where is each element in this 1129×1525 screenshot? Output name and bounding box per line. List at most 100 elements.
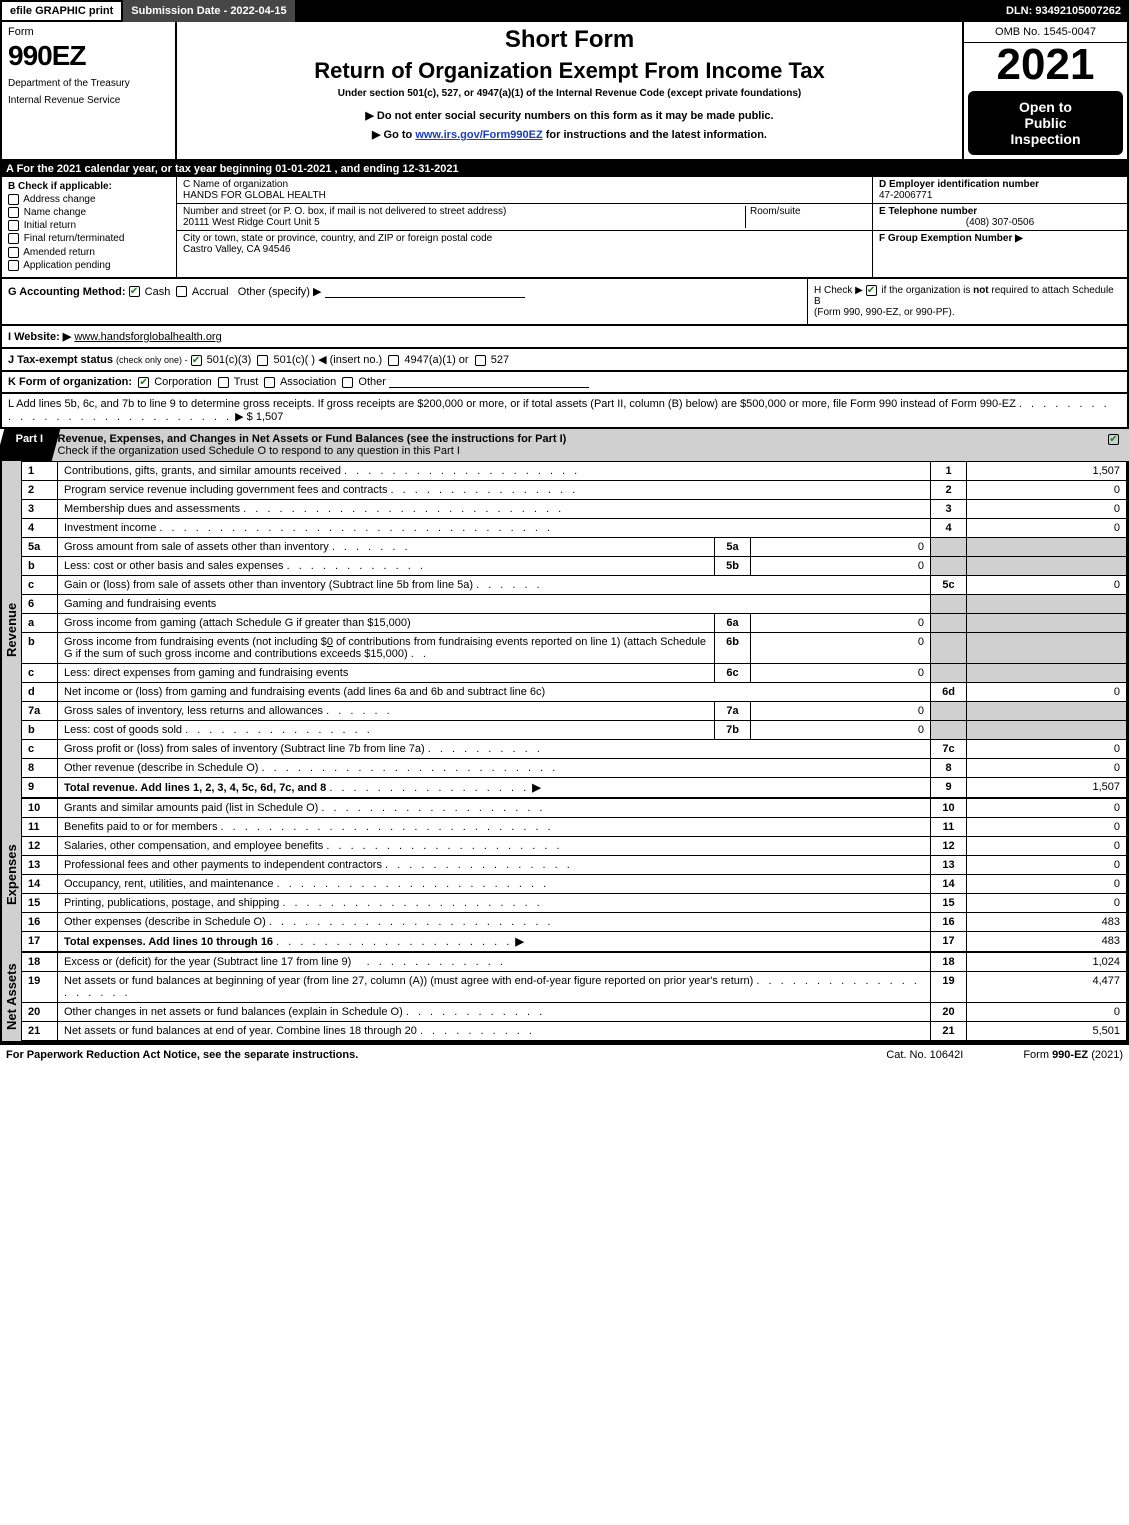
- efile-print-label[interactable]: efile GRAPHIC print: [0, 0, 123, 22]
- line12-desc: Salaries, other compensation, and employ…: [64, 840, 323, 852]
- line6c-desc: Less: direct expenses from gaming and fu…: [64, 667, 348, 679]
- line1-val: 1,507: [967, 461, 1127, 480]
- check-amended-return[interactable]: [8, 247, 19, 258]
- k-opt-3: Other: [358, 376, 386, 388]
- row-i-website: I Website: ▶ www.handsforglobalhealth.or…: [0, 326, 1129, 349]
- line7b-sub: 7b: [715, 720, 751, 739]
- line19-val: 4,477: [967, 971, 1127, 1002]
- line21-desc: Net assets or fund balances at end of ye…: [64, 1025, 417, 1037]
- check-association[interactable]: [264, 377, 275, 388]
- line3-desc: Membership dues and assessments: [64, 503, 240, 515]
- line6d-val: 0: [967, 682, 1127, 701]
- goto-link[interactable]: www.irs.gov/Form990EZ: [415, 129, 542, 141]
- netassets-vlabel: Net Assets: [2, 952, 21, 1041]
- line19-desc: Net assets or fund balances at beginning…: [64, 975, 753, 987]
- d-ein-val: 47-2006771: [879, 190, 1121, 201]
- j-opt1: 501(c)(3): [207, 354, 252, 366]
- c-room-lbl: Room/suite: [746, 206, 866, 228]
- line7c-desc: Gross profit or (loss) from sales of inv…: [64, 743, 425, 755]
- j-sub: (check only one) -: [116, 355, 188, 365]
- part1-title-text: Revenue, Expenses, and Changes in Net As…: [58, 433, 567, 445]
- b-item-3: Final return/terminated: [24, 234, 125, 245]
- line5b-desc: Less: cost or other basis and sales expe…: [64, 560, 284, 572]
- row-k-orgform: K Form of organization: Corporation Trus…: [0, 372, 1129, 394]
- k-opt-1: Trust: [234, 376, 259, 388]
- g-accounting: G Accounting Method: Cash Accrual Other …: [2, 279, 807, 324]
- check-final-return[interactable]: [8, 233, 19, 244]
- line18-desc: Excess or (deficit) for the year (Subtra…: [64, 956, 351, 968]
- check-501c[interactable]: [257, 355, 268, 366]
- line5c-desc: Gain or (loss) from sale of assets other…: [64, 579, 473, 591]
- line3-val: 0: [967, 499, 1127, 518]
- check-initial-return[interactable]: [8, 220, 19, 231]
- line6c-sub: 6c: [715, 663, 751, 682]
- line7a-sub: 7a: [715, 701, 751, 720]
- line20-val: 0: [967, 1002, 1127, 1021]
- h-text2: if the organization is: [879, 285, 974, 296]
- k-other-input[interactable]: [389, 376, 589, 388]
- dln-label: DLN: 93492105007262: [998, 0, 1129, 22]
- check-trust[interactable]: [218, 377, 229, 388]
- j-opt3: 4947(a)(1) or: [404, 354, 468, 366]
- check-527[interactable]: [475, 355, 486, 366]
- b-header: B Check if applicable:: [8, 181, 170, 192]
- h-text1: H Check ▶: [814, 285, 866, 296]
- line21-val: 5,501: [967, 1021, 1127, 1040]
- goto-note: ▶ Go to www.irs.gov/Form990EZ for instru…: [183, 128, 956, 141]
- line7b-desc: Less: cost of goods sold: [64, 724, 182, 736]
- col-b-checks: B Check if applicable: Address change Na…: [2, 177, 177, 277]
- check-application-pending[interactable]: [8, 260, 19, 271]
- h-schedule-b: H Check ▶ if the organization is not req…: [807, 279, 1127, 324]
- g-other-input[interactable]: [325, 286, 525, 298]
- row-a-taxyear: A For the 2021 calendar year, or tax yea…: [0, 161, 1129, 177]
- h-not: not: [973, 285, 989, 296]
- check-h-not-required[interactable]: [866, 285, 877, 296]
- form-header: Form 990EZ Department of the Treasury In…: [0, 22, 1129, 161]
- line20-desc: Other changes in net assets or fund bala…: [64, 1006, 403, 1018]
- line13-val: 0: [967, 855, 1127, 874]
- b-item-2: Initial return: [24, 220, 76, 231]
- line8-val: 0: [967, 758, 1127, 777]
- short-form-title: Short Form: [183, 26, 956, 54]
- g-accrual: Accrual: [192, 286, 229, 298]
- line17-desc: Total expenses. Add lines 10 through 16: [64, 936, 273, 948]
- tax-year: 2021: [964, 43, 1127, 87]
- part1-title: Revenue, Expenses, and Changes in Net As…: [50, 429, 1100, 461]
- line9-desc: Total revenue. Add lines 1, 2, 3, 4, 5c,…: [64, 782, 326, 794]
- line15-val: 0: [967, 893, 1127, 912]
- line18-val: 1,024: [967, 952, 1127, 971]
- check-other-org[interactable]: [342, 377, 353, 388]
- line5a-desc: Gross amount from sale of assets other t…: [64, 541, 329, 553]
- line7c-val: 0: [967, 739, 1127, 758]
- check-501c3[interactable]: [191, 355, 202, 366]
- k-label: K Form of organization:: [8, 376, 132, 388]
- b-item-0: Address change: [23, 194, 95, 205]
- form-label: Form: [8, 26, 169, 38]
- c-city-val: Castro Valley, CA 94546: [183, 244, 866, 255]
- check-address-change[interactable]: [8, 194, 19, 205]
- line9-val: 1,507: [967, 777, 1127, 797]
- expenses-vlabel: Expenses: [2, 798, 21, 952]
- open-line2: Public: [972, 115, 1119, 131]
- i-website-val[interactable]: www.handsforglobalhealth.org: [74, 331, 221, 343]
- line5a-sub: 5a: [715, 537, 751, 556]
- row-l-gross-receipts: L Add lines 5b, 6c, and 7b to line 9 to …: [0, 394, 1129, 429]
- check-4947[interactable]: [388, 355, 399, 366]
- line6d-desc: Net income or (loss) from gaming and fun…: [64, 686, 545, 698]
- c-street-label-text: Number and street (or P. O. box, if mail…: [183, 206, 506, 217]
- check-cash[interactable]: [129, 286, 140, 297]
- netassets-table: 18Excess or (deficit) for the year (Subt…: [21, 952, 1127, 1041]
- open-line3: Inspection: [972, 131, 1119, 147]
- submission-date: Submission Date - 2022-04-15: [123, 0, 294, 22]
- dept-irs: Internal Revenue Service: [8, 95, 169, 106]
- footer: For Paperwork Reduction Act Notice, see …: [0, 1043, 1129, 1065]
- check-corporation[interactable]: [138, 377, 149, 388]
- check-schedule-o-part1[interactable]: [1108, 434, 1119, 445]
- check-name-change[interactable]: [8, 207, 19, 218]
- c-street-val: 20111 West Ridge Court Unit 5: [183, 217, 741, 228]
- l-amount-pre: ▶ $: [235, 411, 256, 423]
- line7a-desc: Gross sales of inventory, less returns a…: [64, 705, 323, 717]
- check-accrual[interactable]: [176, 286, 187, 297]
- c-name-lbl: C Name of organization: [183, 179, 866, 190]
- goto-pre: ▶ Go to: [372, 129, 415, 141]
